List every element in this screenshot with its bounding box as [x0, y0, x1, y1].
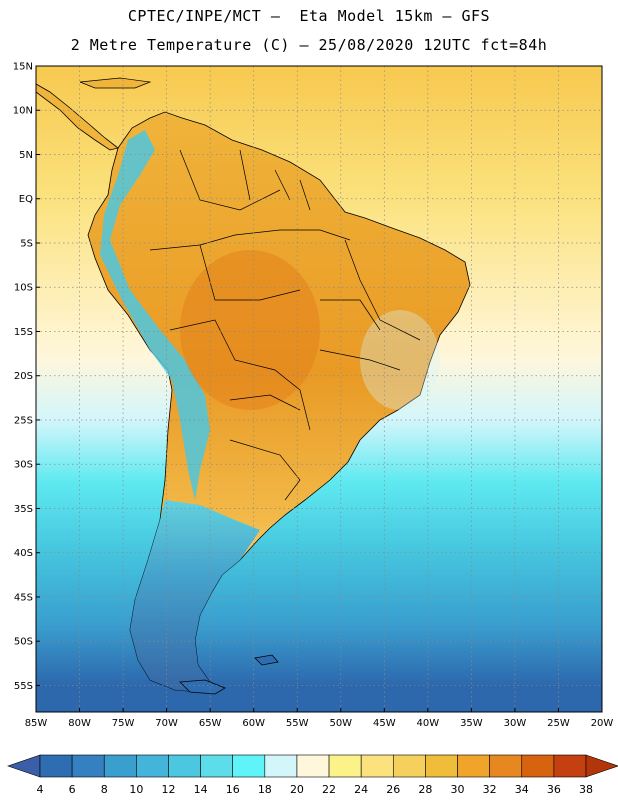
lat-tick-label: 10N: [13, 106, 33, 117]
colorbar-tick-label: 34: [515, 783, 529, 796]
falkland-islands: [254, 654, 279, 666]
colorbar-swatch: [136, 754, 169, 778]
colorbar-swatch: [392, 754, 426, 778]
lon-tick-label: 55W: [286, 718, 309, 729]
colorbar-tick-label: 30: [451, 783, 465, 796]
lon-tick-label: 25W: [547, 718, 570, 729]
longitude-labels: 85W 80W 75W 70W 65W 60W 55W 50W 45W 40W 35W 30W 25W 2…: [25, 708, 614, 729]
colorbar-swatch: [360, 754, 394, 778]
lon-tick-label: 20W: [591, 718, 614, 729]
lat-tick-label: 5S: [20, 238, 33, 249]
colorbar-tick-label: 12: [161, 783, 175, 796]
caribbean-islands: [79, 77, 152, 89]
colorbar-swatch: [232, 754, 266, 778]
lat-tick-label: 40S: [14, 548, 33, 559]
lon-tick-label: 85W: [25, 718, 48, 729]
lat-tick-label: 15N: [13, 62, 33, 73]
colorbar-swatch: [553, 754, 587, 778]
lon-tick-label: 70W: [155, 718, 178, 729]
colorbar-swatch: [264, 754, 298, 778]
colorbar-swatch: [425, 754, 458, 778]
colorbar-tick-label: 36: [547, 783, 561, 796]
lat-tick-label: 45S: [14, 592, 33, 603]
lat-tick-label: 10S: [14, 283, 33, 294]
lat-tick-label: 55S: [14, 681, 33, 692]
temperature-colorbar: 4 6 8 10 12 14 16 18 20 22 24 26 28 30 32 34 36 38: [7, 754, 618, 796]
lat-tick-label: 30S: [14, 460, 33, 471]
latitude-labels: 15N 10N 5N EQ 5S 10S 15S 20S 25S 30S 35S 40S 45S 50S 5…: [13, 62, 40, 692]
colorbar-tick-label: 4: [37, 783, 44, 796]
colorbar-swatch: [521, 754, 555, 778]
lon-tick-label: 75W: [112, 718, 135, 729]
colorbar-swatch: [328, 754, 362, 778]
colorbar-swatch: [39, 754, 73, 778]
colorbar-tick-label: 8: [101, 783, 108, 796]
central-america: [36, 83, 119, 151]
interior-hot-core: [180, 250, 320, 410]
lon-tick-label: 35W: [460, 718, 483, 729]
lat-tick-label: EQ: [19, 194, 33, 205]
colorbar-max-arrow: [585, 754, 618, 778]
lon-tick-label: 60W: [242, 718, 265, 729]
country-borders: [149, 149, 421, 501]
map-frame: [35, 65, 603, 713]
colorbar-swatch: [103, 754, 137, 778]
colorbar-tick-label: 14: [194, 783, 208, 796]
colorbar-tick-label: 28: [418, 783, 432, 796]
colorbar-swatch: [200, 754, 234, 778]
map-title-line2: 2 Metre Temperature (C) – 25/08/2020 12U…: [70, 36, 548, 54]
northeast-cool-spots: [360, 310, 440, 410]
colorbar-swatch: [489, 754, 523, 778]
colorbar-tick-label: 38: [579, 783, 593, 796]
colorbar-tick-label: 20: [290, 783, 304, 796]
colorbar-swatch: [296, 754, 330, 778]
colorbar-tick-label: 32: [483, 783, 497, 796]
colorbar-swatch: [71, 754, 105, 778]
colorbar-swatch: [457, 754, 490, 778]
andes-cold-band: [100, 130, 210, 500]
lat-tick-label: 5N: [19, 150, 33, 161]
colorbar-tick-label: 16: [226, 783, 240, 796]
colorbar-tick-label: 10: [129, 783, 143, 796]
colorbar-swatch: [168, 754, 201, 778]
lat-tick-label: 50S: [14, 637, 33, 648]
lon-tick-label: 40W: [417, 718, 440, 729]
colorbar-tick-label: 24: [354, 783, 368, 796]
southern-cone-cold: [130, 500, 260, 692]
lon-tick-label: 80W: [68, 718, 91, 729]
colorbar-tick-label: 22: [322, 783, 336, 796]
lon-tick-label: 30W: [504, 718, 527, 729]
colorbar-tick-label: 18: [258, 783, 272, 796]
tierra-del-fuego: [179, 679, 226, 695]
map-title-line1: CPTEC/INPE/MCT – Eta Model 15km – GFS: [127, 7, 491, 25]
lat-tick-label: 35S: [14, 504, 33, 515]
lat-tick-label: 20S: [14, 371, 33, 382]
colorbar-min-arrow: [7, 754, 41, 778]
lat-tick-label: 15S: [14, 327, 33, 338]
lon-tick-label: 50W: [329, 718, 352, 729]
colorbar-tick-label: 6: [69, 783, 76, 796]
lat-tick-label: 25S: [14, 415, 33, 426]
lon-tick-label: 45W: [373, 718, 396, 729]
colorbar-tick-label: 26: [386, 783, 400, 796]
lon-tick-label: 65W: [199, 718, 222, 729]
